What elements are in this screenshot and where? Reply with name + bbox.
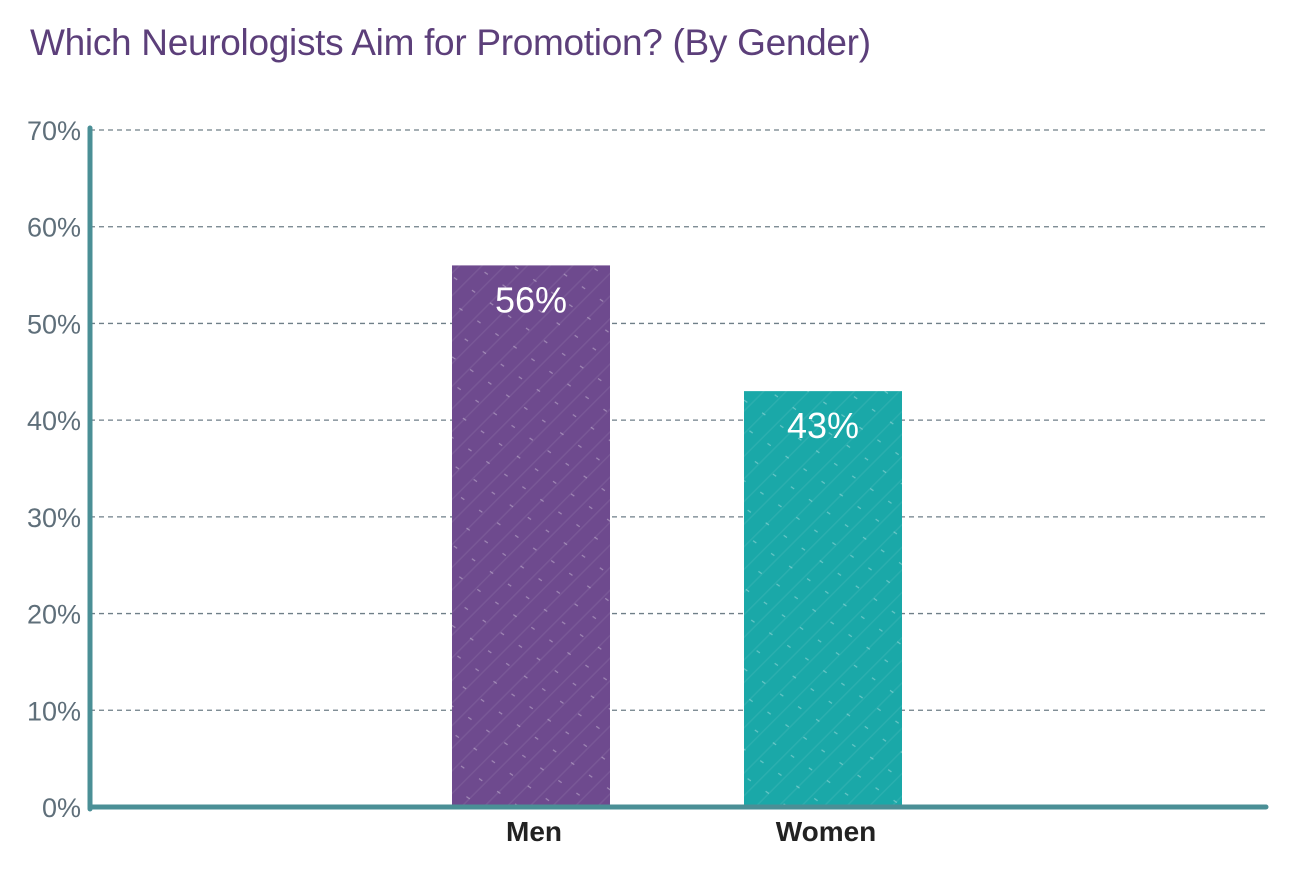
gridlines	[90, 129, 1266, 711]
data-label-men: 56%	[495, 279, 567, 320]
y-tick-label-20: 20%	[27, 600, 81, 630]
y-tick-label-60: 60%	[27, 213, 81, 243]
x-category-label-men: Men	[506, 816, 562, 847]
data-label-women: 43%	[787, 405, 859, 446]
y-tick-label-10: 10%	[27, 696, 81, 726]
x-category-label-women: Women	[776, 816, 877, 847]
bar-texture-dots-women	[744, 391, 902, 807]
bar-texture-dots-men	[452, 265, 610, 807]
y-axis-tick-labels: 0% 10% 20% 30% 40% 50% 60% 70%	[27, 116, 81, 823]
x-axis-category-labels: Men Women	[506, 816, 876, 847]
y-tick-label-70: 70%	[27, 116, 81, 146]
chart-title: Which Neurologists Aim for Promotion? (B…	[30, 22, 871, 63]
y-tick-label-30: 30%	[27, 503, 81, 533]
y-tick-label-0: 0%	[42, 793, 81, 823]
bars: 56% 43%	[452, 265, 902, 807]
y-tick-label-50: 50%	[27, 309, 81, 339]
y-tick-label-40: 40%	[27, 406, 81, 436]
axes	[87, 125, 1269, 812]
